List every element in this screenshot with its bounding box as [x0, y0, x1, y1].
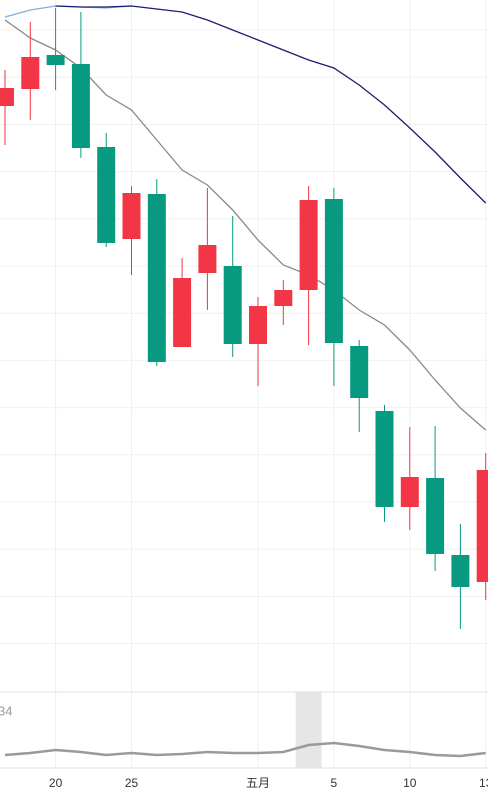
indicator-label: 34 [0, 703, 12, 718]
price-panel [0, 5, 488, 629]
candle-body [426, 478, 445, 554]
x-axis: 20 25 五月 5 10 13 [49, 776, 488, 790]
highlight [295, 692, 322, 768]
candle-body [147, 194, 166, 362]
x-tick-label: 五月 [246, 776, 270, 790]
candle-body [122, 193, 141, 239]
candle-body [375, 411, 394, 507]
candle-body [46, 55, 65, 65]
x-tick-label: 25 [125, 776, 139, 790]
candle-body [476, 470, 488, 582]
candle-body [299, 200, 318, 290]
moving-average-line [55, 5, 487, 204]
candle-body [350, 346, 369, 398]
candle-body [0, 88, 14, 106]
candle-body [249, 306, 267, 344]
x-tick-label: 10 [403, 776, 417, 790]
indicator-line [4, 741, 486, 758]
candle-body [198, 245, 217, 273]
candle-body [97, 147, 116, 243]
candle-body [223, 266, 242, 344]
candle-body [21, 57, 40, 89]
x-tick-label: 20 [49, 776, 63, 790]
candle-body [451, 555, 470, 587]
candle-body [71, 64, 90, 148]
x-tick-label: 5 [331, 776, 338, 790]
candle-body [324, 199, 343, 343]
x-tick-label: 13 [479, 776, 488, 790]
candle-body [173, 278, 192, 347]
candle-body [274, 290, 293, 306]
indicator-panel: 34 [0, 692, 486, 768]
candle-body [400, 477, 419, 507]
